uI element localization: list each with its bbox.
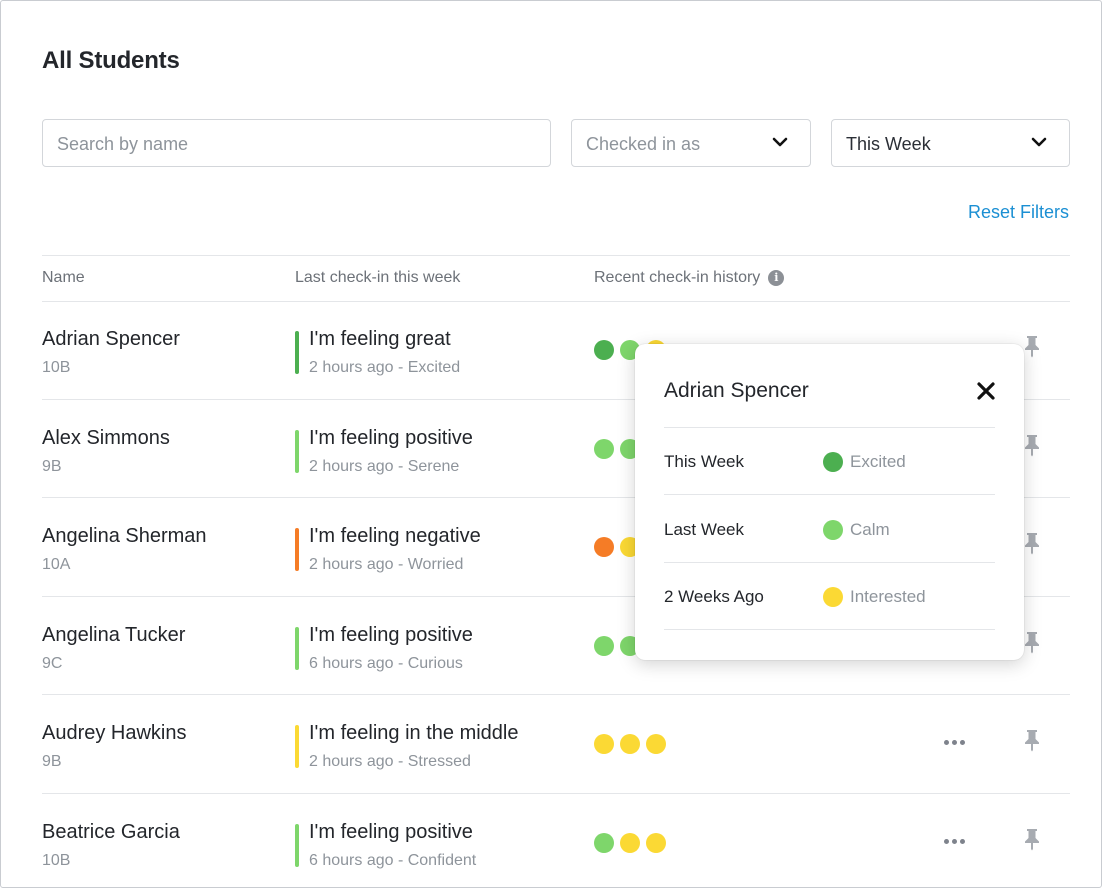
check-in-detail: 6 hours ago - Curious — [309, 655, 463, 672]
student-grade: 9C — [42, 655, 63, 672]
mood-color-bar — [295, 627, 299, 670]
row-divider — [42, 793, 1070, 794]
check-in-detail: 2 hours ago - Serene — [309, 458, 460, 475]
column-header-name: Name — [42, 269, 85, 286]
mood-dot — [823, 452, 843, 472]
check-in-detail: 6 hours ago - Confident — [309, 852, 477, 869]
student-grade: 9B — [42, 458, 62, 475]
mood-color-bar — [295, 528, 299, 571]
checked-in-as-label: Checked in as — [586, 134, 701, 154]
chevron-down-icon — [772, 137, 788, 147]
student-name[interactable]: Alex Simmons — [42, 427, 170, 449]
checked-in-as-select[interactable]: Checked in as — [571, 119, 811, 167]
popover-mood-value: Excited — [850, 452, 906, 471]
table-row[interactable]: Audrey Hawkins 9B I'm feeling in the middl… — [1, 696, 1101, 794]
more-options-icon[interactable] — [944, 732, 966, 752]
check-in-feeling: I'm feeling negative — [309, 525, 481, 547]
check-in-feeling: I'm feeling in the middle — [309, 722, 519, 744]
popover-divider — [664, 427, 995, 428]
pin-icon[interactable] — [1022, 433, 1042, 457]
mood-color-bar — [295, 725, 299, 768]
pin-icon[interactable] — [1022, 728, 1042, 752]
row-divider — [42, 399, 1070, 400]
popover-title: Adrian Spencer — [664, 379, 809, 402]
history-dot[interactable] — [646, 734, 666, 754]
history-dot[interactable] — [594, 833, 614, 853]
student-name[interactable]: Beatrice Garcia — [42, 821, 180, 843]
check-in-history-popover: Adrian Spencer This Week Excited Last Week… — [635, 344, 1024, 660]
check-in-feeling: I'm feeling great — [309, 328, 451, 350]
pin-icon[interactable] — [1022, 334, 1042, 358]
mood-color-bar — [295, 331, 299, 374]
table-row[interactable]: Beatrice Garcia 10B I'm feeling positive 6 … — [1, 795, 1101, 887]
page-title: All Students — [42, 47, 180, 74]
close-icon[interactable] — [975, 380, 997, 402]
student-name[interactable]: Adrian Spencer — [42, 328, 180, 350]
pin-icon[interactable] — [1022, 531, 1042, 555]
row-divider — [42, 596, 1070, 597]
history-dot[interactable] — [594, 636, 614, 656]
period-select[interactable]: This Week — [831, 119, 1070, 167]
student-grade: 9B — [42, 753, 62, 770]
pin-icon[interactable] — [1022, 827, 1042, 851]
history-dot[interactable] — [620, 734, 640, 754]
popover-divider — [664, 562, 995, 563]
check-in-detail: 2 hours ago - Excited — [309, 359, 461, 376]
popover-divider — [664, 494, 995, 495]
popover-period-label: This Week — [664, 452, 744, 471]
pin-icon[interactable] — [1022, 630, 1042, 654]
column-header-last-check-in: Last check-in this week — [295, 269, 461, 286]
history-dot[interactable] — [594, 439, 614, 459]
mood-color-bar — [295, 430, 299, 473]
mood-color-bar — [295, 824, 299, 867]
more-options-icon[interactable] — [944, 831, 966, 851]
student-name[interactable]: Angelina Tucker — [42, 624, 186, 646]
row-divider — [42, 694, 1070, 695]
popover-divider — [664, 629, 995, 630]
column-header-history: Recent check-in history i — [594, 269, 785, 287]
table-row[interactable]: Alex Simmons 9B I'm feeling positive 2 hour… — [1, 401, 1101, 499]
student-grade: 10B — [42, 359, 71, 376]
history-dot[interactable] — [594, 537, 614, 557]
history-dot[interactable] — [594, 734, 614, 754]
search-input[interactable]: Search by name — [42, 119, 551, 167]
history-dot[interactable] — [646, 833, 666, 853]
check-in-detail: 2 hours ago - Worried — [309, 556, 464, 573]
reset-filters-link[interactable]: Reset Filters — [967, 202, 1069, 222]
chevron-down-icon — [1031, 137, 1047, 147]
history-dot[interactable] — [620, 833, 640, 853]
period-value: This Week — [846, 134, 931, 154]
popover-mood-value: Interested — [850, 587, 926, 606]
student-name[interactable]: Angelina Sherman — [42, 525, 207, 547]
row-divider — [42, 497, 1070, 498]
info-icon[interactable]: i — [768, 270, 785, 286]
mood-dot — [823, 587, 843, 607]
popover-period-label: 2 Weeks Ago — [664, 587, 764, 606]
check-in-detail: 2 hours ago - Stressed — [309, 753, 471, 770]
student-name[interactable]: Audrey Hawkins — [42, 722, 187, 744]
search-placeholder: Search by name — [57, 134, 189, 154]
check-in-feeling: I'm feeling positive — [309, 624, 473, 646]
divider — [42, 255, 1070, 256]
column-header-history-label: Recent check-in history — [594, 269, 761, 286]
divider — [42, 301, 1070, 302]
student-grade: 10A — [42, 556, 71, 573]
check-in-feeling: I'm feeling positive — [309, 427, 473, 449]
check-in-feeling: I'm feeling positive — [309, 821, 473, 843]
table-row[interactable]: Angelina Tucker 9C I'm feeling positive 6 h… — [1, 598, 1101, 696]
mood-dot — [823, 519, 843, 540]
history-dot[interactable] — [594, 340, 614, 360]
popover-mood-value: Calm — [850, 519, 890, 539]
student-grade: 10B — [42, 852, 71, 869]
popover-period-label: Last Week — [664, 519, 745, 539]
